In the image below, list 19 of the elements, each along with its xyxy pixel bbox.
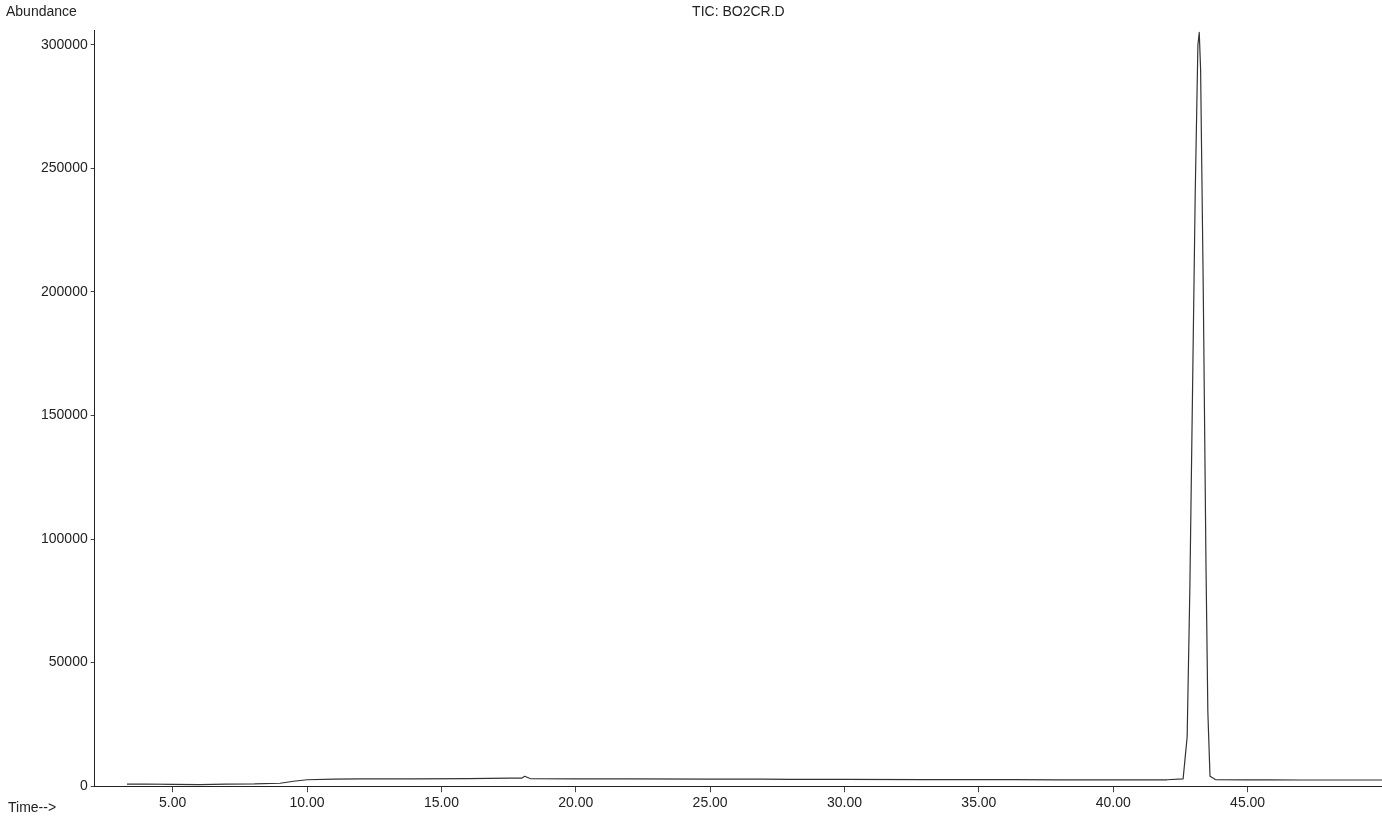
x-tick-label: 15.00 [423,794,460,811]
x-tick-label: 35.00 [961,794,997,811]
y-tick-label: 0 [79,777,88,794]
x-tick-label: 10.00 [289,794,325,811]
y-tick-label: 50000 [48,653,88,670]
y-tick-label: 150000 [41,406,88,423]
y-tick-label: 200000 [41,282,88,299]
y-tick-label: 300000 [41,35,88,52]
y-tick-label: 250000 [41,159,88,176]
chart-title: TIC: BO2CR.D [692,2,785,19]
y-tick-label: 100000 [41,529,88,546]
x-axis-title: Time--> [8,799,57,816]
x-tick-label: 30.00 [826,794,863,811]
x-tick-label: 45.00 [1230,794,1266,811]
x-tick-label: 40.00 [1095,794,1131,811]
x-tick-label: 20.00 [558,794,594,811]
x-tick-label: 5.00 [159,794,187,811]
x-tick-label: 25.00 [692,794,728,811]
y-axis-title: Abundance [6,2,78,19]
